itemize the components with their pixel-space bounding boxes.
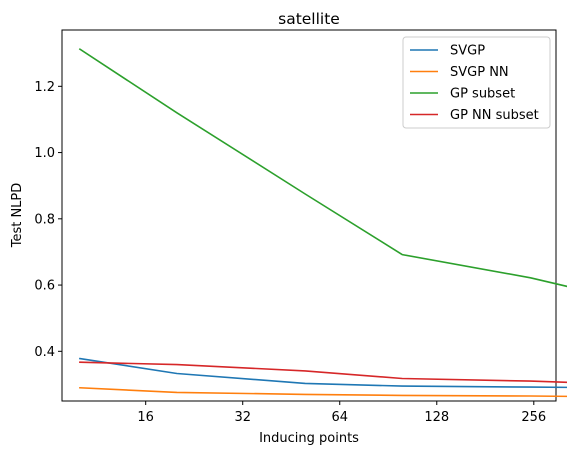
series-line-gp-nn-subset [79,361,567,384]
series-lines [78,48,567,398]
legend-entry-label: GP NN subset [450,108,539,123]
legend: SVGP SVGP NN GP subset GP NN subset [402,36,551,129]
x-tick-label: 64 [331,410,348,425]
legend-entry-label: SVGP [450,44,485,59]
x-tick-label: 32 [234,410,251,425]
plot-frame [61,29,557,402]
y-axis: 0.4 0.6 0.8 1.0 1.2 [34,80,62,360]
legend-entry-label: SVGP NN [450,65,509,80]
legend-frame [402,36,551,129]
series-line-svgp-nn [79,386,567,398]
x-axis-label: Inducing points [259,431,359,446]
y-tick-label: 1.2 [34,80,55,95]
x-tick-label: 128 [424,410,449,425]
chart-title: satellite [278,10,340,28]
plot-area: 16 32 64 128 256 0.4 0.6 0.8 1.0 1.2 [34,29,567,425]
x-tick-label: 256 [521,410,546,425]
series-line-svgp [78,357,567,389]
y-tick-label: 0.4 [34,345,55,360]
x-tick-label: 16 [137,410,154,425]
series-line-gp-subset [78,48,567,288]
legend-entry-label: GP subset [450,87,515,102]
y-axis-label: Test NLPD [10,183,25,249]
x-axis: 16 32 64 128 256 [137,401,546,425]
y-tick-label: 0.6 [34,279,55,294]
y-tick-label: 1.0 [34,146,55,161]
y-tick-label: 0.8 [34,212,55,227]
